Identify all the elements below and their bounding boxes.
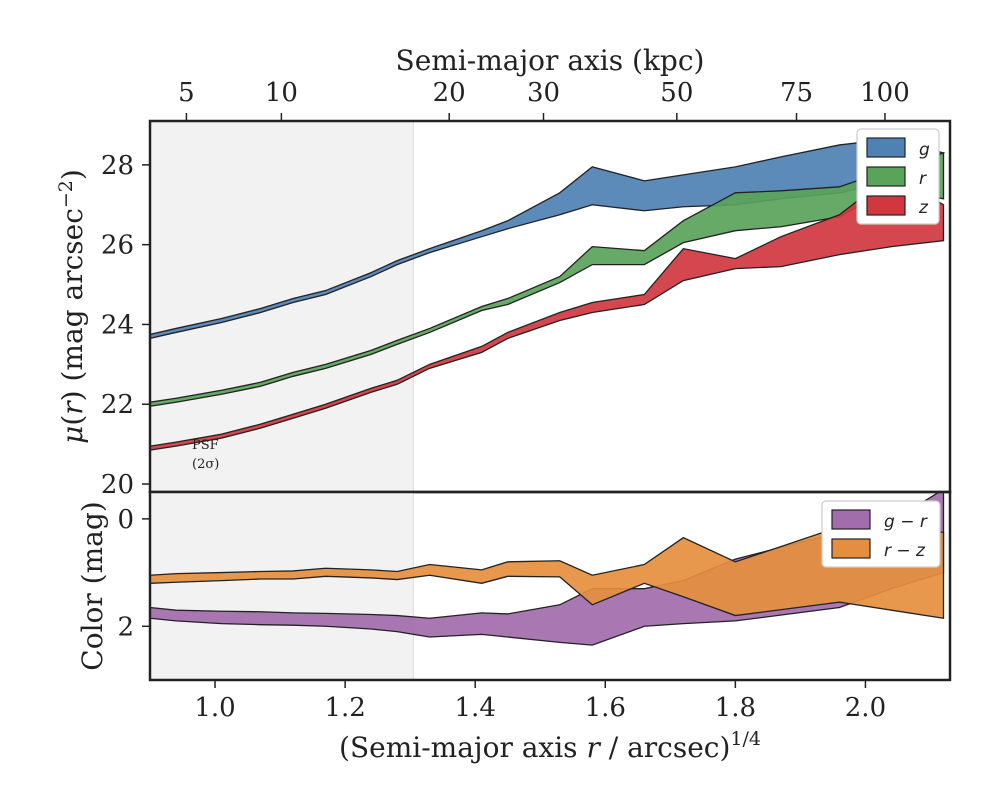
legend-label-band-0: g bbox=[919, 140, 930, 160]
x-label-prefix: (Semi-major axis bbox=[339, 731, 586, 764]
x-tick-label: 2.0 bbox=[845, 693, 886, 723]
band-surface-brightness-1 bbox=[149, 152, 945, 407]
legend-swatch-color-1 bbox=[831, 538, 871, 559]
y-tick-label: 28 bbox=[101, 151, 134, 181]
legend-label-color-0: g − r bbox=[884, 512, 928, 532]
legend-swatch-band-0 bbox=[866, 137, 906, 158]
top-x-tick-label: 5 bbox=[178, 78, 195, 108]
psf-region-color bbox=[149, 491, 414, 681]
x-label-var: r bbox=[586, 731, 601, 764]
color-axes: 0 2 1.0 1.2 1.4 1.6 1.8 2.0 bbox=[117, 505, 886, 723]
y-tick-label: 22 bbox=[101, 390, 134, 420]
y-tick-label: 26 bbox=[101, 231, 134, 261]
band-color-1 bbox=[150, 526, 945, 619]
top-x-tick-label: 30 bbox=[527, 78, 560, 108]
top-x-axis-title: Semi-major axis (kpc) bbox=[396, 44, 705, 77]
x-tick-label: 1.2 bbox=[324, 693, 365, 723]
color-legend: g − r r − z bbox=[821, 500, 941, 568]
top-x-tick-label: 50 bbox=[660, 78, 693, 108]
band-legend: grz bbox=[856, 128, 940, 225]
legend-label-band-1: r bbox=[919, 169, 927, 189]
x-label-suffix: / arcsec) bbox=[600, 731, 731, 764]
x-label-exponent: 1/4 bbox=[730, 728, 761, 750]
color-y-tick-label: 2 bbox=[117, 612, 134, 642]
color-bands bbox=[150, 492, 945, 646]
y-label-paren: ( bbox=[56, 415, 89, 426]
color-panel: 0 2 1.0 1.2 1.4 1.6 1.8 2.0 g − r r − z (Semi-ma… bbox=[76, 490, 952, 764]
x-tick-label: 1.6 bbox=[585, 693, 626, 723]
y-label-mu: μ bbox=[56, 426, 89, 444]
y-label-r: r bbox=[56, 400, 89, 415]
y-label-units: ) (mag arcsec bbox=[56, 208, 89, 401]
x-axis-title: (Semi-major axis r / arcsec)1/4 bbox=[339, 728, 761, 764]
surface-brightness-y-axis-title: μ(r) (mag arcsec−2) bbox=[55, 169, 89, 444]
psf-label: PSF bbox=[192, 438, 219, 453]
y-tick-label: 20 bbox=[101, 470, 134, 500]
psf-sigma-label: (2σ) bbox=[192, 457, 219, 472]
surface-brightness-axes: 20 22 24 26 28 5 10 20 30 50 75 100 bbox=[101, 78, 910, 500]
y-tick-label: 24 bbox=[101, 310, 134, 340]
legend-swatch-band-2 bbox=[866, 195, 906, 216]
x-tick-label: 1.8 bbox=[715, 693, 756, 723]
color-y-axis-title: Color (mag) bbox=[76, 501, 109, 670]
x-tick-label: 1.0 bbox=[194, 693, 235, 723]
y-label-close: ) bbox=[56, 169, 89, 180]
legend-swatch-band-1 bbox=[866, 166, 906, 187]
legend-label-band-2: z bbox=[918, 198, 929, 218]
top-x-tick-label: 20 bbox=[433, 78, 466, 108]
y-label-exponent: −2 bbox=[55, 180, 77, 208]
color-frame bbox=[148, 490, 952, 682]
legend-swatch-color-0 bbox=[831, 509, 871, 530]
top-x-tick-label: 10 bbox=[265, 78, 298, 108]
x-tick-label: 1.4 bbox=[455, 693, 496, 723]
color-y-tick-label: 0 bbox=[117, 505, 134, 535]
legend-label-color-1: r − z bbox=[884, 541, 926, 561]
top-x-tick-label: 100 bbox=[860, 78, 910, 108]
top-x-tick-label: 75 bbox=[780, 78, 813, 108]
